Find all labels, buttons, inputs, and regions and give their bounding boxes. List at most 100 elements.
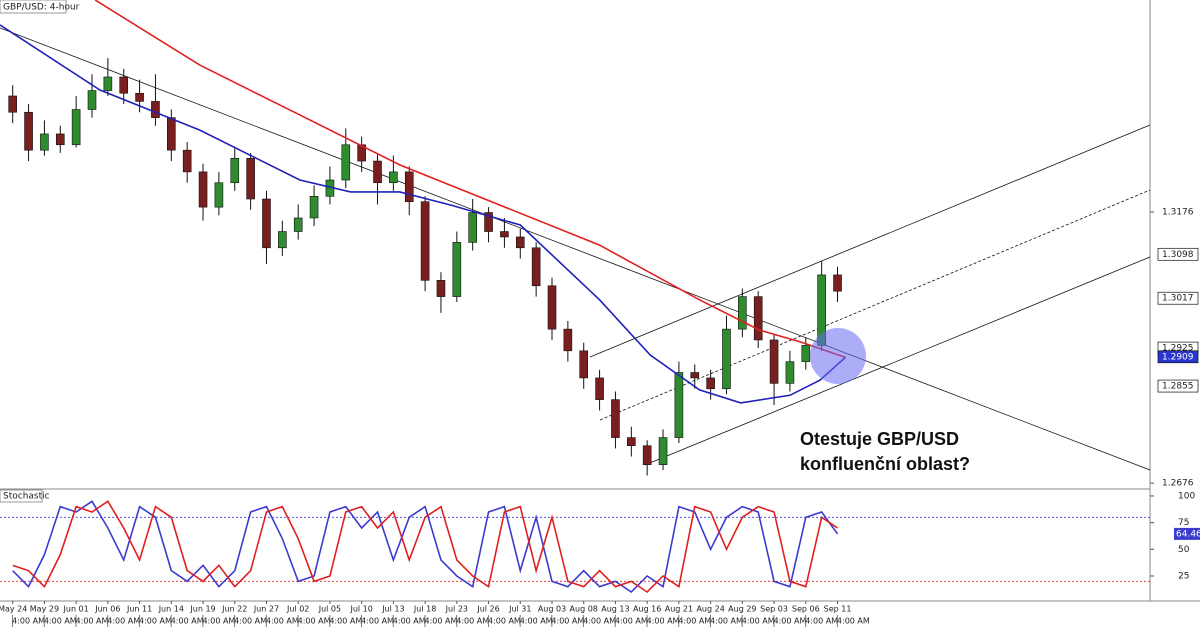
x-minor-tick-label: 4:00 AM bbox=[488, 617, 521, 626]
candle-body bbox=[611, 399, 620, 438]
candle-body bbox=[722, 328, 731, 390]
x-minor-tick-label: 4:00 AM bbox=[520, 617, 553, 626]
candle-body bbox=[515, 236, 525, 249]
candle-body bbox=[135, 92, 144, 102]
candle-body bbox=[452, 242, 462, 297]
x-tick-label: Jul 13 bbox=[381, 605, 404, 614]
stochastic-line bbox=[12, 500, 838, 594]
x-tick-label: Aug 24 bbox=[696, 605, 724, 614]
candle-body bbox=[341, 144, 351, 181]
x-minor-tick-label: 4:00 AM bbox=[837, 617, 870, 626]
x-tick-label: Jun 19 bbox=[189, 605, 215, 614]
price-badge-label: 1.2925 bbox=[1162, 344, 1194, 354]
candle-body bbox=[769, 339, 779, 384]
x-tick-label: Jul 26 bbox=[476, 605, 499, 614]
x-tick-label: Jul 18 bbox=[413, 605, 436, 614]
x-minor-tick-label: 4:00 AM bbox=[266, 617, 299, 626]
candle-body bbox=[547, 285, 557, 330]
x-minor-tick-label: 4:00 AM bbox=[171, 617, 204, 626]
x-tick-label: Jun 01 bbox=[63, 605, 89, 614]
x-minor-tick-label: 4:00 AM bbox=[139, 617, 172, 626]
x-tick-label: Aug 21 bbox=[665, 605, 693, 614]
candle-body bbox=[436, 280, 446, 297]
candle-body bbox=[293, 217, 303, 232]
channel-lower bbox=[644, 256, 1151, 466]
candle-body bbox=[8, 95, 17, 113]
x-minor-tick-label: 4:00 AM bbox=[583, 617, 616, 626]
price-badge bbox=[1157, 379, 1199, 393]
candle-body bbox=[87, 90, 97, 110]
annotation: Otestuje GBP/USD bbox=[800, 429, 959, 449]
stoch-title: Stochastic bbox=[3, 492, 50, 502]
candle-body bbox=[420, 201, 430, 281]
y-tick-label: 50 bbox=[1178, 545, 1190, 555]
candle-body bbox=[103, 76, 113, 91]
x-minor-tick-label: 4:00 AM bbox=[44, 617, 77, 626]
x-tick-label: Jul 05 bbox=[318, 605, 341, 614]
candle-body bbox=[24, 111, 33, 151]
candle-body bbox=[627, 437, 636, 447]
x-tick-label: Sep 11 bbox=[824, 605, 852, 614]
x-tick-label: Jun 22 bbox=[221, 605, 247, 614]
title-box bbox=[0, 0, 67, 14]
annotation: konfluenční oblast? bbox=[800, 454, 970, 474]
candle-body bbox=[563, 328, 573, 352]
x-tick-label: Jun 06 bbox=[94, 605, 120, 614]
x-minor-tick-label: 4:00 AM bbox=[710, 617, 743, 626]
x-tick-label: Jun 14 bbox=[158, 605, 184, 614]
candle-body bbox=[230, 158, 240, 184]
y-tick-label: 75 bbox=[1178, 518, 1189, 528]
x-tick-label: Jul 02 bbox=[286, 605, 309, 614]
candle-body bbox=[500, 231, 509, 238]
price-badge bbox=[1157, 291, 1199, 305]
candle-body bbox=[785, 361, 795, 384]
x-tick-label: Jun 11 bbox=[126, 605, 152, 614]
x-tick-label: Aug 13 bbox=[601, 605, 629, 614]
price-badge-label: 1.3017 bbox=[1162, 294, 1194, 304]
candle-body bbox=[658, 437, 668, 465]
channel-upper bbox=[589, 124, 1151, 358]
x-minor-tick-label: 4:00 AM bbox=[393, 617, 426, 626]
x-tick-label: Jul 23 bbox=[445, 605, 468, 614]
x-minor-tick-label: 4:00 AM bbox=[456, 617, 489, 626]
candle-body bbox=[690, 372, 700, 379]
y-tick-label: 1.3176 bbox=[1162, 208, 1194, 218]
x-minor-tick-label: 4:00 AM bbox=[773, 617, 806, 626]
x-minor-tick-label: 4:00 AM bbox=[615, 617, 648, 626]
stoch-badge-label: 64.46 bbox=[1176, 529, 1200, 539]
x-minor-tick-label: 4:00 AM bbox=[298, 617, 331, 626]
candle-body bbox=[738, 296, 747, 330]
x-minor-tick-label: 4:00 AM bbox=[329, 617, 362, 626]
x-tick-label: Aug 16 bbox=[633, 605, 661, 614]
x-minor-tick-label: 4:00 AM bbox=[805, 617, 838, 626]
x-minor-tick-label: 4:00 AM bbox=[234, 617, 267, 626]
x-minor-tick-label: 4:00 AM bbox=[551, 617, 584, 626]
x-minor-tick-label: 4:00 AM bbox=[678, 617, 711, 626]
x-minor-tick-label: 4:00 AM bbox=[361, 617, 394, 626]
x-minor-tick-label: 4:00 AM bbox=[202, 617, 235, 626]
x-minor-tick-label: 4:00 AM bbox=[76, 617, 109, 626]
price-badge-label: 1.3098 bbox=[1162, 250, 1194, 260]
x-tick-label: Sep 06 bbox=[792, 605, 820, 614]
x-minor-tick-label: 4:00 AM bbox=[107, 617, 140, 626]
candle-body bbox=[468, 212, 477, 243]
candle-body bbox=[595, 377, 604, 400]
moving-average bbox=[94, 0, 846, 359]
candle-body bbox=[214, 182, 224, 208]
x-tick-label: Aug 03 bbox=[538, 605, 566, 614]
candle-body bbox=[40, 133, 49, 151]
x-tick-label: Jul 31 bbox=[508, 605, 531, 614]
candle-body bbox=[404, 171, 414, 203]
x-tick-label: May 29 bbox=[30, 605, 59, 614]
price-badge-label: 1.2909 bbox=[1162, 352, 1194, 362]
x-minor-tick-label: 4:00 AM bbox=[742, 617, 775, 626]
price-badge bbox=[1157, 350, 1199, 364]
candle-body bbox=[357, 144, 366, 162]
candle-body bbox=[753, 296, 763, 341]
channel-mid bbox=[599, 189, 1151, 421]
x-tick-label: May 24 bbox=[0, 605, 27, 614]
x-minor-tick-label: 4:00 AM bbox=[425, 617, 458, 626]
confluence-circle bbox=[810, 328, 866, 384]
x-tick-label: Jul 10 bbox=[349, 605, 372, 614]
